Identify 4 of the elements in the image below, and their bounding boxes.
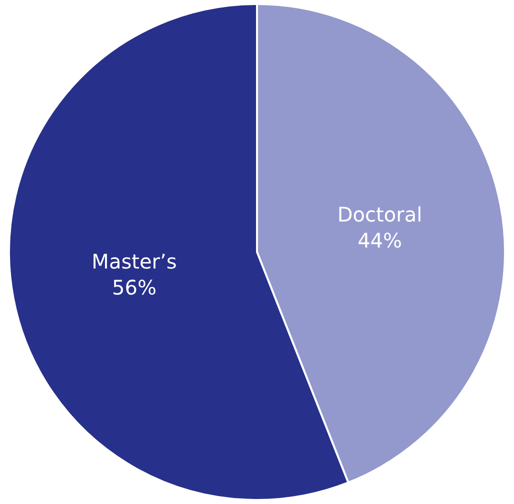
data-label: 56% — [112, 275, 156, 300]
data-label: 44% — [358, 228, 402, 253]
slice-label: Master’s — [92, 249, 177, 274]
slice-label: Doctoral — [337, 202, 422, 227]
